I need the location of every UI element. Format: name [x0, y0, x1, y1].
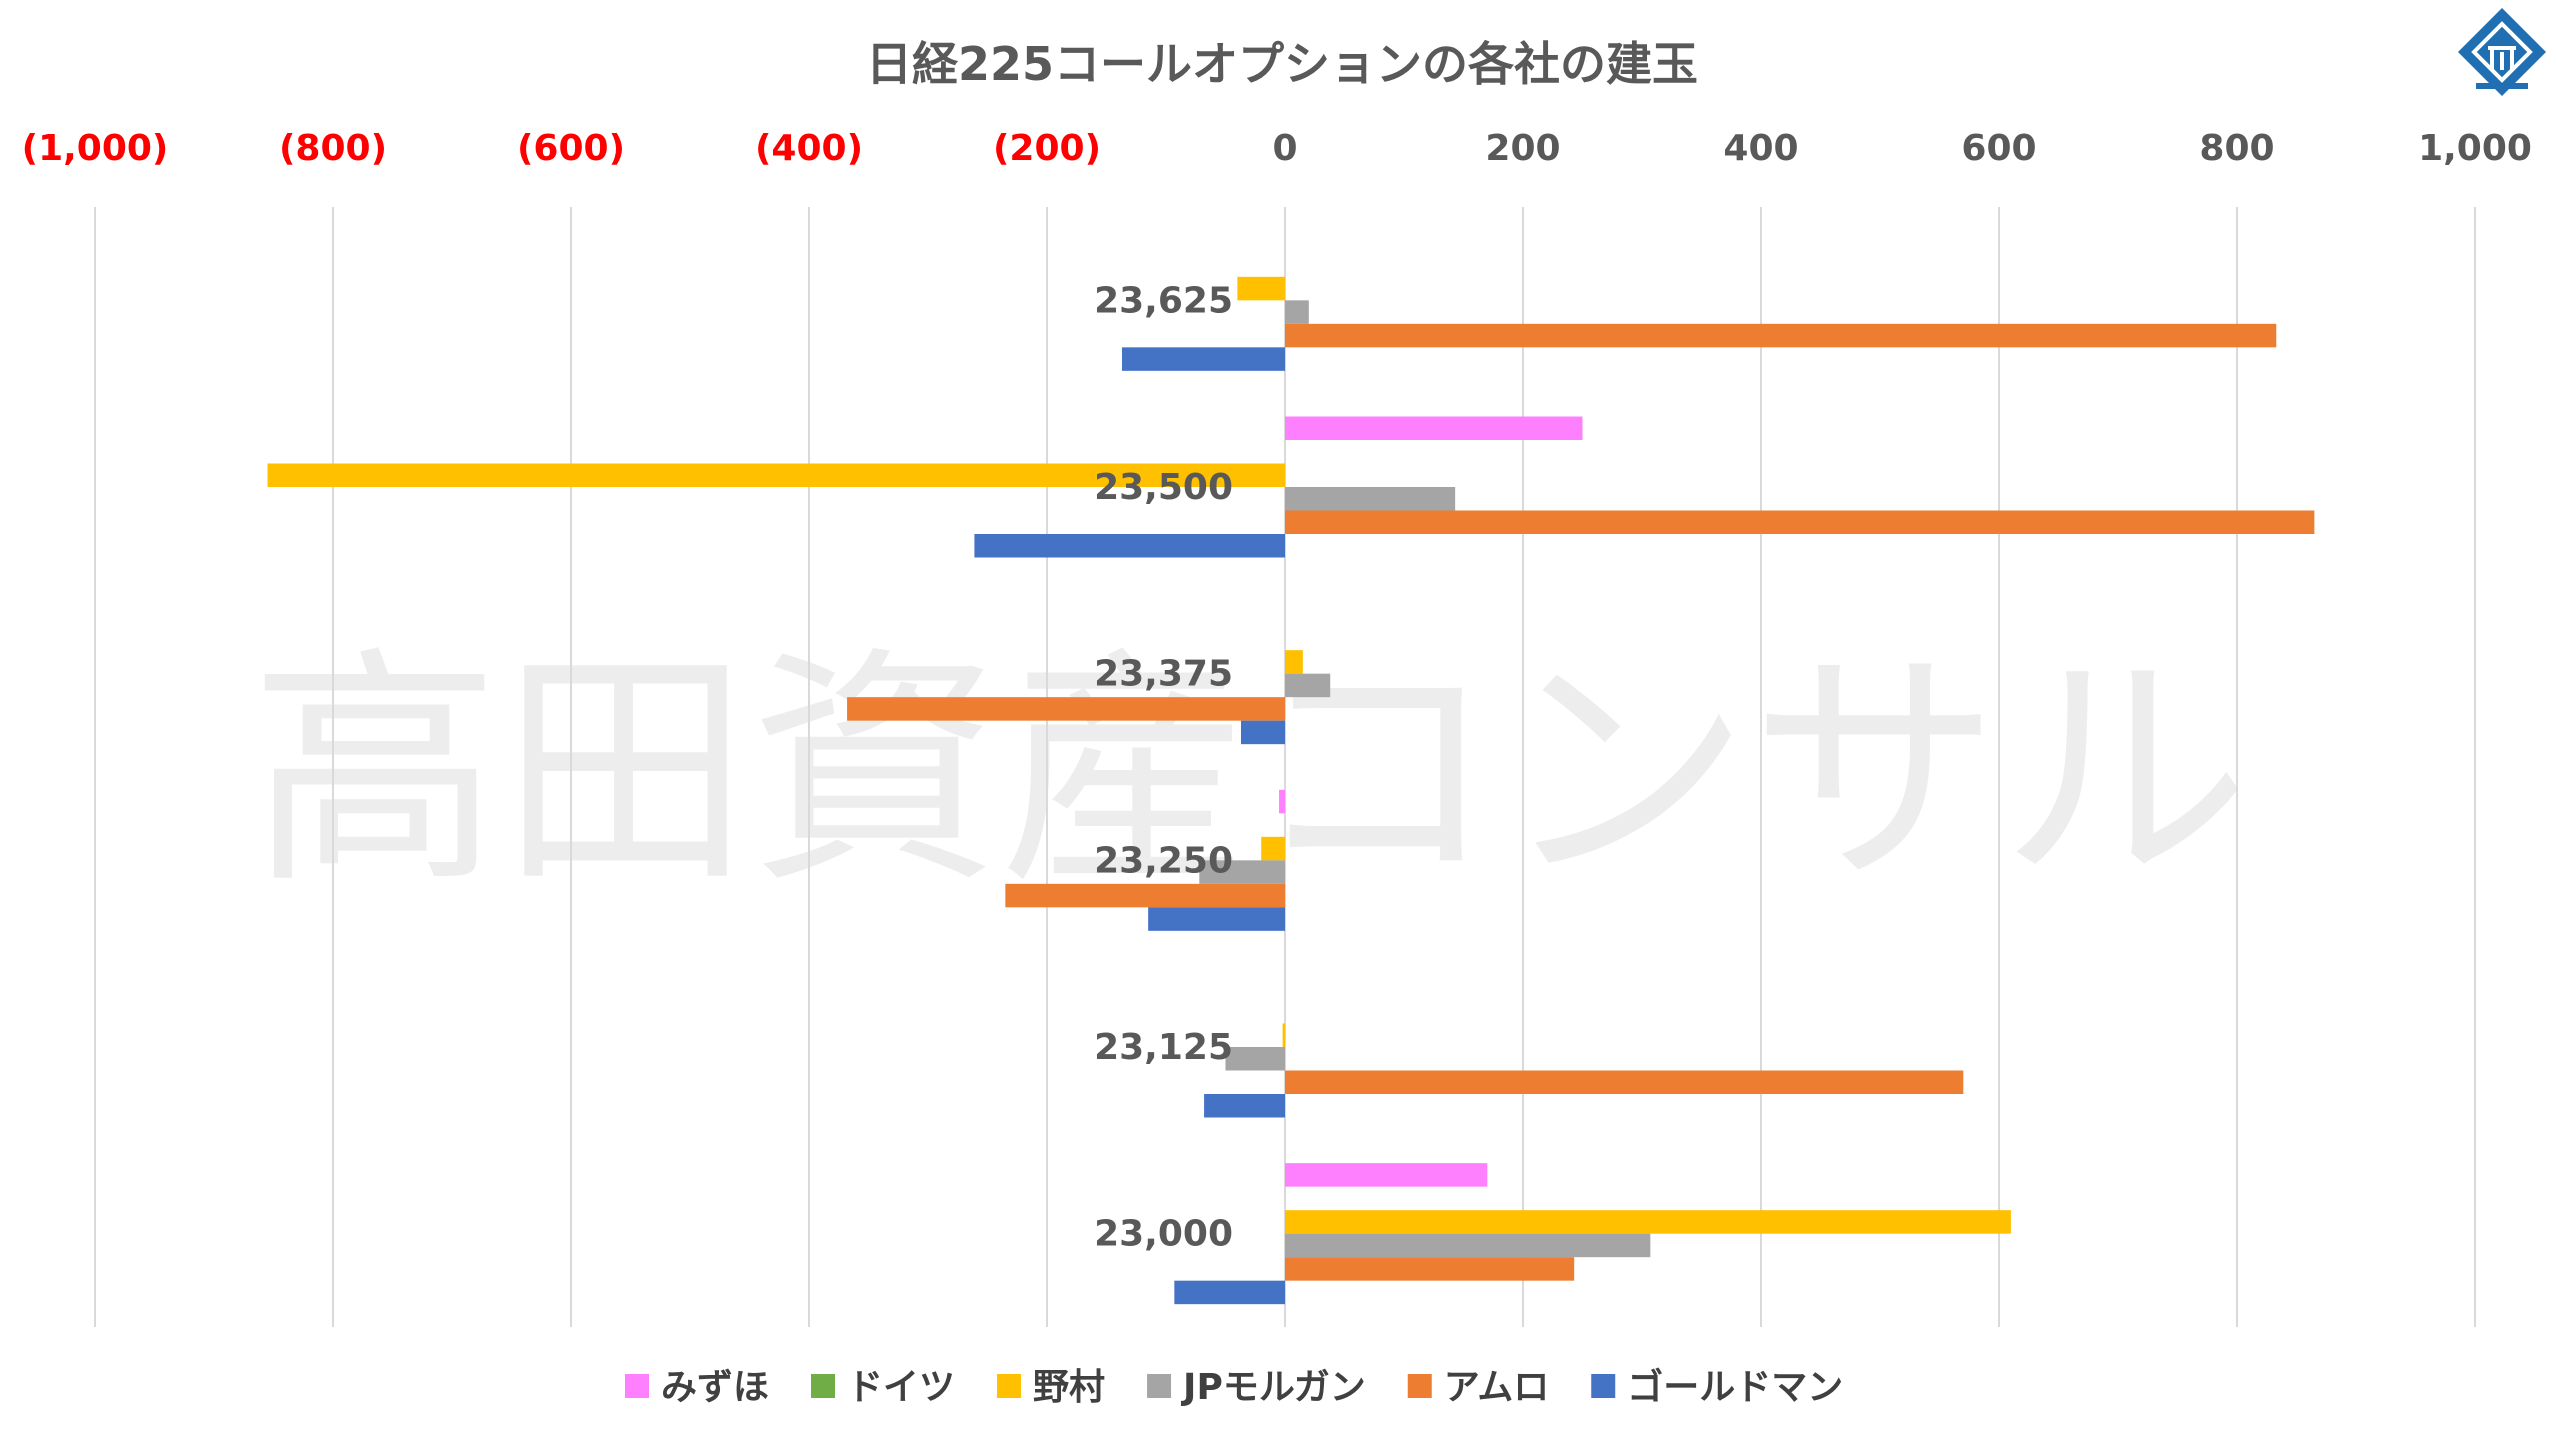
bar: [1204, 1094, 1285, 1118]
legend: みずほ ドイツ 野村 JPモルガン アムロ ゴールドマン: [625, 1366, 1843, 1408]
category-label: 23,000: [1094, 1214, 1233, 1255]
bar: [1285, 323, 2277, 348]
x-tick-label: (600): [517, 128, 625, 169]
x-tick-label: (800): [279, 128, 387, 169]
bar: [1005, 883, 1285, 908]
bars: [267, 276, 2315, 1305]
bar: [1285, 510, 2315, 534]
bar: [1282, 1023, 1285, 1047]
legend-label: ドイツ: [847, 1367, 955, 1408]
bar: [1285, 416, 1583, 440]
category-label: 23,125: [1094, 1027, 1233, 1068]
bar: [1285, 650, 1303, 674]
bar: [1285, 300, 1309, 324]
bar: [1285, 1210, 2011, 1234]
bar: [1285, 487, 1456, 511]
takata-logo-icon: [2458, 8, 2546, 96]
bar: [1148, 907, 1285, 931]
bar: [267, 463, 1285, 487]
category-labels: 23,625 23,500 23,375 23,250 23,125 23,000: [1094, 280, 1233, 1254]
legend-swatch: [1407, 1374, 1432, 1398]
legend-swatch: [625, 1374, 649, 1398]
bar: [1279, 789, 1285, 814]
bar: [1285, 1163, 1488, 1187]
bar: [1174, 1280, 1285, 1305]
x-tick-label: (1,000): [22, 128, 169, 169]
x-tick-label: 0: [1272, 128, 1297, 169]
bar: [1240, 720, 1285, 745]
category-label: 23,250: [1094, 840, 1233, 881]
x-tick-label: (400): [755, 128, 863, 169]
legend-label: アムロ: [1444, 1367, 1549, 1408]
x-tick-label: (200): [993, 128, 1101, 169]
category-label: 23,625: [1094, 280, 1233, 321]
legend-label: 野村: [1033, 1367, 1105, 1408]
bar: [1285, 1233, 1651, 1258]
bar: [1237, 276, 1285, 301]
bar: [847, 697, 1285, 721]
x-tick-label: 400: [1723, 128, 1798, 169]
bar: [1199, 860, 1285, 884]
legend-swatch: [1147, 1374, 1172, 1398]
legend-label: ゴールドマン: [1627, 1366, 1843, 1408]
bar: [1285, 1070, 1964, 1094]
category-label: 23,375: [1094, 654, 1233, 695]
category-label: 23,500: [1094, 467, 1233, 508]
gridlines: [94, 207, 2476, 1327]
x-tick-label: 200: [1485, 128, 1560, 169]
chart-title: 日経225コールオプションの各社の建玉: [866, 37, 1698, 91]
bar: [974, 534, 1285, 558]
legend-label: JPモルガン: [1180, 1367, 1366, 1408]
legend-swatch: [1591, 1374, 1616, 1398]
x-tick-label: 800: [2199, 128, 2274, 169]
x-tick-label: 600: [1961, 128, 2036, 169]
x-axis-ticks: (1,000) (800) (600) (400) (200) 0 200 400 600 800…: [22, 128, 2532, 169]
legend-label: みずほ: [661, 1367, 769, 1408]
bar: [1285, 673, 1331, 698]
bar: [1225, 1047, 1285, 1071]
legend-swatch: [997, 1374, 1022, 1398]
x-tick-label: 1,000: [2418, 128, 2532, 169]
bar: [1121, 347, 1285, 371]
bar: [1285, 1257, 1575, 1281]
bar: [1261, 836, 1285, 861]
legend-swatch: [811, 1374, 836, 1398]
